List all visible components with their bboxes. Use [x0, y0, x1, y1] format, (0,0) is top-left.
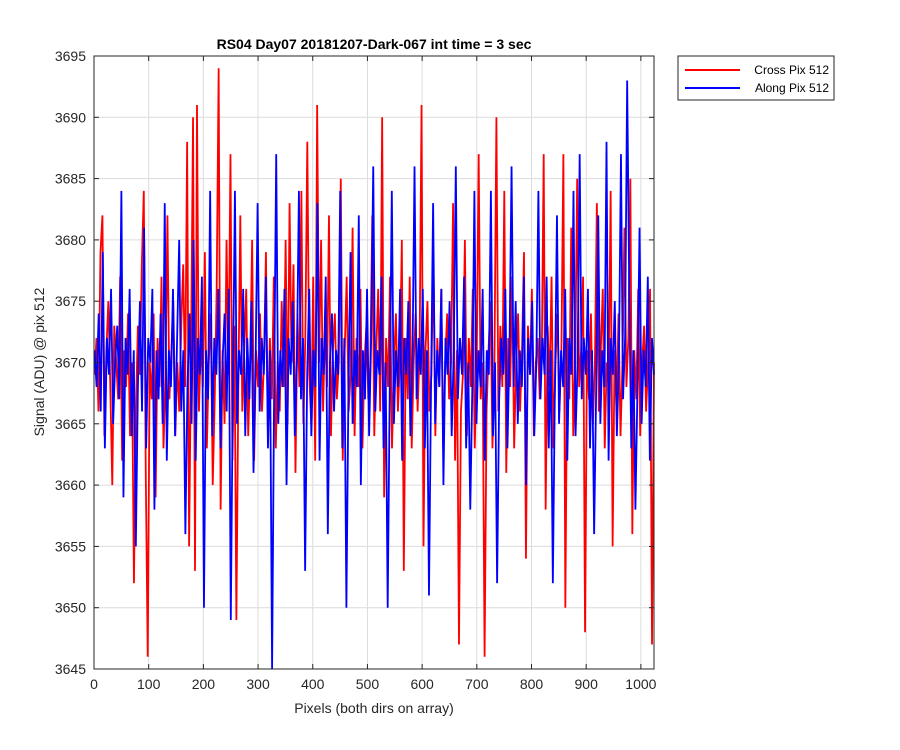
y-tick-label: 3655	[55, 538, 86, 554]
x-tick-label: 100	[137, 676, 161, 692]
x-tick-label: 600	[410, 676, 434, 692]
y-tick-label: 3660	[55, 477, 86, 493]
chart-title: RS04 Day07 20181207-Dark-067 int time = …	[217, 36, 532, 52]
y-tick-label: 3665	[55, 416, 86, 432]
x-tick-label: 200	[192, 676, 216, 692]
x-tick-label: 700	[465, 676, 489, 692]
x-axis-title: Pixels (both dirs on array)	[294, 700, 454, 716]
x-tick-label: 400	[301, 676, 325, 692]
legend-box	[677, 55, 835, 101]
x-tick-label: 0	[90, 676, 98, 692]
series-line-along-pix-512	[93, 80, 655, 670]
y-tick-label: 3650	[55, 600, 86, 616]
y-tick-label: 3690	[55, 109, 86, 125]
y-tick-label: 3670	[55, 355, 86, 371]
y-tick-label: 3645	[55, 661, 86, 677]
y-tick-label: 3680	[55, 232, 86, 248]
legend-label-along-pix: Along Pix 512	[755, 81, 829, 95]
x-tick-label: 1000	[625, 676, 656, 692]
y-tick-label: 3685	[55, 171, 86, 187]
x-tick-label: 800	[520, 676, 544, 692]
y-tick-label: 3675	[55, 293, 86, 309]
y-tick-label: 3695	[55, 48, 86, 64]
x-tick-label: 900	[575, 676, 599, 692]
series-lines	[93, 68, 655, 670]
axis-ticks: 0 100 200 300 400 500 600 700 800 900 1000 3645 3650…	[55, 48, 657, 692]
x-tick-label: 500	[356, 676, 380, 692]
legend-label-cross-pix: Cross Pix 512	[754, 63, 829, 77]
y-axis-title: Signal (ADU) @ pix 512	[31, 287, 47, 436]
legend: Cross Pix 512 Along Pix 512	[677, 55, 835, 101]
x-tick-label: 300	[246, 676, 270, 692]
